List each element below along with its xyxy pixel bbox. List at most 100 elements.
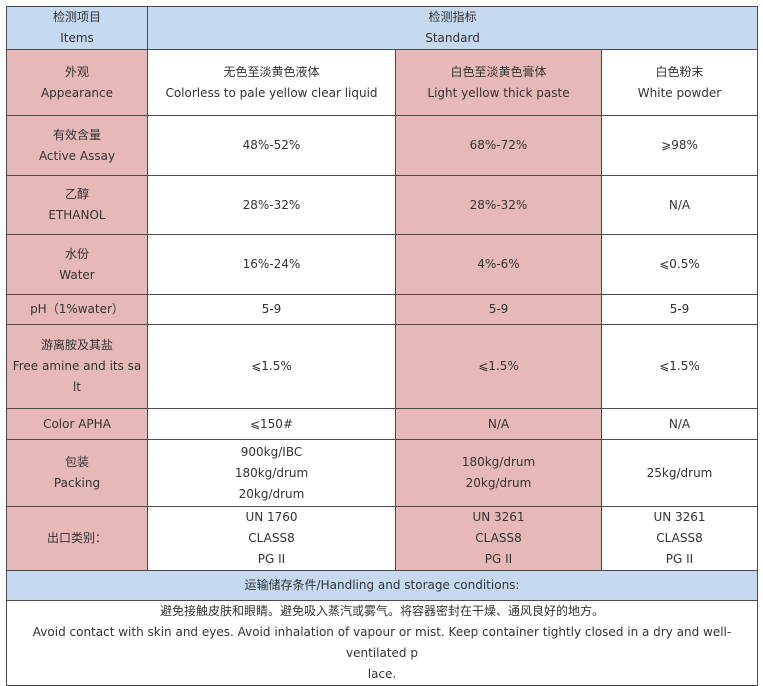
- value-cell: ⩽1.5%: [147, 324, 396, 409]
- value-text: N/A: [668, 416, 691, 431]
- value-text: 4%-6%: [477, 257, 520, 271]
- value-cell: ⩽150#: [147, 408, 396, 440]
- value-cell: 5-9: [395, 294, 602, 325]
- value-cell: N/A: [600, 175, 759, 235]
- value-text: CLASS8: [475, 531, 522, 545]
- value-text: 28%-32%: [242, 197, 301, 212]
- value-text: UN 3261: [472, 510, 525, 524]
- handling-line: 避免接触皮肤和眼睛。避免吸入蒸汽或雾气。将容器密封在干燥、通风良好的地方。: [160, 604, 605, 618]
- table-row: 出口类别： UN 1760 CLASS8 PG II UN 3261 CLASS8 PG I…: [6, 506, 759, 571]
- row-label-cell: 水份 Water: [6, 234, 148, 295]
- row-label-cell: 乙醇 ETHANOL: [6, 175, 148, 235]
- header-row: 检测项目 Items 检测指标 Standard: [6, 6, 759, 50]
- value-cell: 68%-72%: [395, 115, 602, 176]
- row-label-text: 游离胺及其盐: [40, 338, 113, 352]
- value-text: CLASS8: [248, 531, 295, 545]
- handling-line: lace.: [367, 667, 397, 681]
- row-label-text: 包装: [64, 455, 89, 469]
- value-text: N/A: [487, 416, 510, 431]
- items-header-en: Items: [60, 31, 94, 45]
- row-label-cell: 出口类别：: [6, 506, 148, 571]
- row-label-text: Active Assay: [38, 148, 116, 163]
- row-label-text: Appearance: [40, 85, 114, 100]
- table-row: 水份 Water 16%-24% 4%-6% ⩽0.5%: [6, 234, 759, 295]
- value-text: 白色粉末: [655, 64, 704, 79]
- row-label-text: 外观: [64, 64, 89, 79]
- value-text: ⩽1.5%: [659, 359, 700, 373]
- value-text: 68%-72%: [469, 138, 528, 152]
- row-label-text: lt: [72, 380, 82, 394]
- table-row: 外观 Appearance 无色至淡黄色液体 Colorless to pale ye…: [6, 49, 759, 116]
- value-text: 5-9: [261, 302, 282, 316]
- row-label-text: Color APHA: [43, 416, 111, 431]
- table-row: pH（1%water） 5-9 5-9 5-9: [6, 294, 759, 325]
- value-text: UN 1760: [245, 510, 298, 524]
- value-text: ⩾98%: [661, 138, 698, 152]
- value-cell: 28%-32%: [147, 175, 396, 235]
- value-cell: ⩽1.5%: [395, 324, 602, 409]
- row-label-cell: 有效含量 Active Assay: [6, 115, 148, 176]
- row-label-text: pH（1%water）: [30, 302, 124, 316]
- row-label-cell: 外观 Appearance: [6, 49, 148, 116]
- value-text: 16%-24%: [242, 257, 301, 271]
- row-label-text: ETHANOL: [48, 208, 106, 222]
- value-text: 5-9: [669, 302, 690, 316]
- items-header: 检测项目 Items: [6, 6, 148, 50]
- value-text: ⩽1.5%: [251, 359, 292, 373]
- value-text: UN 3261: [653, 510, 706, 524]
- value-text: 白色至淡黄色膏体: [450, 64, 547, 79]
- items-header-cn: 检测项目: [52, 10, 101, 24]
- value-cell: 900kg/IBC 180kg/drum 20kg/drum: [147, 439, 396, 507]
- value-text: ⩽150#: [249, 416, 293, 431]
- value-cell: ⩽1.5%: [600, 324, 759, 409]
- value-cell: 48%-52%: [147, 115, 396, 176]
- value-text: ⩽1.5%: [478, 359, 519, 373]
- table-row: 乙醇 ETHANOL 28%-32% 28%-32% N/A: [6, 175, 759, 235]
- value-cell: 白色至淡黄色膏体 Light yellow thick paste: [395, 49, 602, 116]
- value-text: 20kg/drum: [238, 486, 305, 501]
- standard-header-en: Standard: [425, 31, 480, 45]
- row-label-cell: 包装 Packing: [6, 439, 148, 507]
- handling-text: 避免接触皮肤和眼睛。避免吸入蒸汽或雾气。将容器密封在干燥、通风良好的地方。 Av…: [5, 600, 759, 686]
- value-text: CLASS8: [656, 531, 703, 545]
- row-label-text: Water: [59, 267, 95, 282]
- row-label-text: Free amine and its sa: [12, 359, 142, 373]
- value-text: 900kg/IBC: [240, 444, 303, 459]
- row-label-text: Packing: [53, 476, 101, 490]
- value-cell: 5-9: [147, 294, 396, 325]
- value-cell: 28%-32%: [395, 175, 602, 235]
- value-text: 无色至淡黄色液体: [223, 64, 320, 79]
- table-row: Color APHA ⩽150# N/A N/A: [6, 408, 759, 440]
- standard-header: 检测指标 Standard: [146, 6, 759, 50]
- value-text: 20kg/drum: [465, 476, 532, 490]
- value-cell: UN 3261 CLASS8 PG II: [600, 506, 759, 571]
- value-cell: N/A: [395, 408, 602, 440]
- row-label-text: 有效含量: [52, 127, 101, 142]
- standard-header-cn: 检测指标: [428, 10, 477, 24]
- table-row: 游离胺及其盐 Free amine and its sa lt ⩽1.5% ⩽1.5% ⩽…: [6, 324, 759, 409]
- row-label-text: 出口类别：: [46, 531, 107, 545]
- value-cell: 白色粉末 White powder: [600, 49, 759, 116]
- spec-table: 检测项目 Items 检测指标 Standard 外观 Appearance 无色至…: [5, 6, 759, 686]
- value-cell: ⩾98%: [600, 115, 759, 176]
- value-text: Light yellow thick paste: [427, 85, 570, 100]
- handling-title-row: 运输储存条件/Handling and storage conditions:: [5, 570, 759, 601]
- value-text: 5-9: [488, 302, 509, 316]
- value-text: PG II: [257, 552, 286, 566]
- value-text: 25kg/drum: [646, 465, 713, 480]
- handling-title: 运输储存条件/Handling and storage conditions:: [5, 570, 759, 601]
- value-text: Colorless to pale yellow clear liquid: [165, 85, 378, 100]
- value-text: 180kg/drum: [234, 465, 309, 480]
- value-text: PG II: [484, 552, 513, 566]
- value-cell: ⩽0.5%: [600, 234, 759, 295]
- row-label-text: 乙醇: [64, 187, 89, 201]
- value-cell: UN 3261 CLASS8 PG II: [395, 506, 602, 571]
- value-cell: UN 1760 CLASS8 PG II: [147, 506, 396, 571]
- value-cell: 5-9: [600, 294, 759, 325]
- value-text: PG II: [665, 552, 694, 566]
- value-text: White powder: [637, 85, 722, 100]
- value-cell: N/A: [600, 408, 759, 440]
- handling-text-row: 避免接触皮肤和眼睛。避免吸入蒸汽或雾气。将容器密封在干燥、通风良好的地方。 Av…: [5, 600, 759, 686]
- value-cell: 无色至淡黄色液体 Colorless to pale yellow clear l…: [147, 49, 396, 116]
- row-label-cell: Color APHA: [6, 408, 148, 440]
